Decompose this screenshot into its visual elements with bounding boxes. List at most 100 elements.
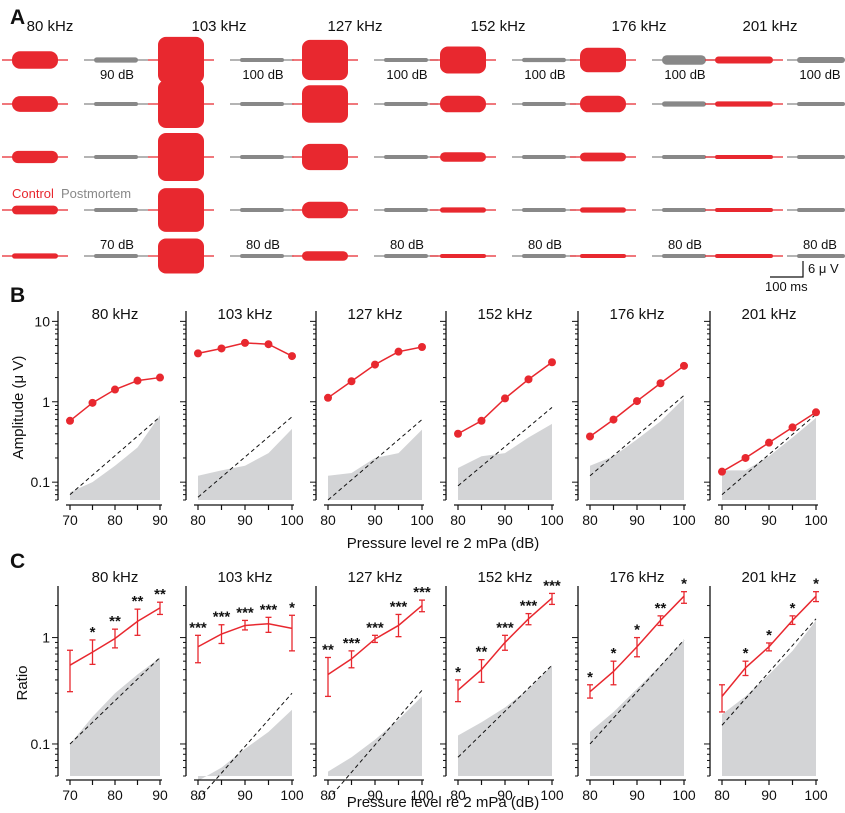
control-trace [430, 152, 496, 162]
control-trace [292, 201, 358, 219]
postmortem-trace [787, 208, 845, 212]
data-point [524, 375, 533, 384]
data-point [241, 338, 249, 347]
trace-burst [797, 254, 845, 258]
trace-burst [662, 155, 706, 159]
significance-label: *** [213, 609, 231, 626]
y-axis-label: Ratio [14, 665, 31, 700]
x-tick-label: 100 [672, 787, 696, 803]
data-point [718, 467, 726, 476]
top-level-label: 100 dB [386, 67, 427, 82]
significance-label: ** [476, 644, 488, 661]
data-point [501, 394, 509, 403]
data-point [741, 453, 750, 462]
panel-b-facet-5: 201 kHz 80 90 100 [704, 306, 828, 528]
trace-burst [12, 96, 58, 112]
top-level-label: 100 dB [242, 67, 283, 82]
trace-burst [94, 208, 138, 212]
significance-label: ** [655, 600, 667, 617]
x-tick-label: 90 [497, 512, 513, 528]
trace-burst [158, 133, 204, 181]
trace-burst [440, 254, 486, 258]
panel-b-facet-4: 176 kHz 80 90 100 [572, 306, 696, 528]
significance-label: *** [390, 598, 408, 615]
postmortem-trace [374, 208, 438, 212]
facet-title: 201 kHz [741, 569, 796, 586]
significance-label: *** [413, 584, 431, 601]
reference-dashed-line [721, 618, 817, 726]
x-tick-label: 100 [280, 787, 304, 803]
facet-title: 80 kHz [92, 306, 139, 323]
control-trace [2, 51, 68, 69]
postmortem-trace [230, 208, 294, 212]
data-point [156, 373, 164, 382]
x-tick-label: 70 [62, 512, 78, 528]
postmortem-trace [512, 102, 576, 106]
trace-burst [662, 208, 706, 212]
top-level-label: 100 dB [799, 67, 840, 82]
control-trace [2, 253, 68, 259]
significance-label: * [587, 669, 593, 686]
control-trace [705, 208, 783, 212]
trace-burst [240, 254, 284, 258]
significance-label: *** [520, 598, 538, 615]
significance-label: *** [496, 619, 514, 636]
trace-burst [715, 56, 773, 64]
noise-floor-area [722, 417, 816, 500]
panel-b-facet-0: 80 kHz 70 80 90 [52, 306, 168, 528]
x-tick-label: 90 [761, 512, 777, 528]
significance-label: * [455, 664, 461, 681]
data-point [609, 415, 618, 424]
trace-burst [580, 95, 626, 113]
data-point [680, 361, 688, 370]
x-tick-label: 90 [761, 787, 777, 803]
trace-burst [12, 150, 58, 164]
trace-burst [94, 57, 138, 63]
y-tick-label: 10 [34, 313, 50, 329]
control-trace [148, 238, 214, 274]
control-trace [2, 205, 68, 215]
postmortem-trace [512, 254, 576, 258]
trace-burst [522, 102, 566, 106]
control-trace [705, 254, 783, 258]
trace-burst [240, 208, 284, 212]
facet-title: 80 kHz [92, 569, 139, 586]
significance-label: * [743, 645, 749, 662]
trace-burst [580, 207, 626, 213]
significance-label: ** [109, 613, 121, 630]
trace-burst [158, 36, 204, 84]
trace-burst [580, 47, 626, 73]
panel-b-facet-3: 152 kHz 80 90 100 [440, 306, 564, 528]
trace-burst [797, 155, 845, 159]
noise-floor-area [198, 428, 292, 500]
significance-label: ** [154, 586, 166, 603]
trace-burst [715, 208, 773, 212]
scalebar-amplitude: 6 μ V [808, 261, 839, 276]
postmortem-trace [787, 155, 845, 159]
control-trace [148, 36, 214, 84]
x-tick-label: 100 [672, 512, 696, 528]
trace-burst [302, 85, 348, 123]
significance-label: *** [343, 635, 361, 652]
significance-label: *** [236, 604, 254, 621]
postmortem-trace [84, 208, 148, 212]
trace-burst [715, 155, 773, 159]
noise-floor-area [70, 415, 160, 500]
control-trace [148, 80, 214, 128]
postmortem-trace [84, 254, 148, 258]
x-axis-label: Pressure level re 2 mPa (dB) [347, 794, 540, 811]
control-trace [570, 152, 636, 162]
x-tick-label: 90 [237, 787, 253, 803]
x-tick-label: 100 [410, 787, 434, 803]
noise-floor-area [458, 423, 552, 500]
trace-burst [302, 39, 348, 81]
bottom-level-label: 80 dB [246, 237, 280, 252]
data-point [454, 429, 462, 438]
data-point [111, 385, 119, 394]
significance-label: *** [260, 601, 278, 618]
x-tick-label: 90 [367, 787, 383, 803]
facet-title: 176 kHz [609, 569, 664, 586]
